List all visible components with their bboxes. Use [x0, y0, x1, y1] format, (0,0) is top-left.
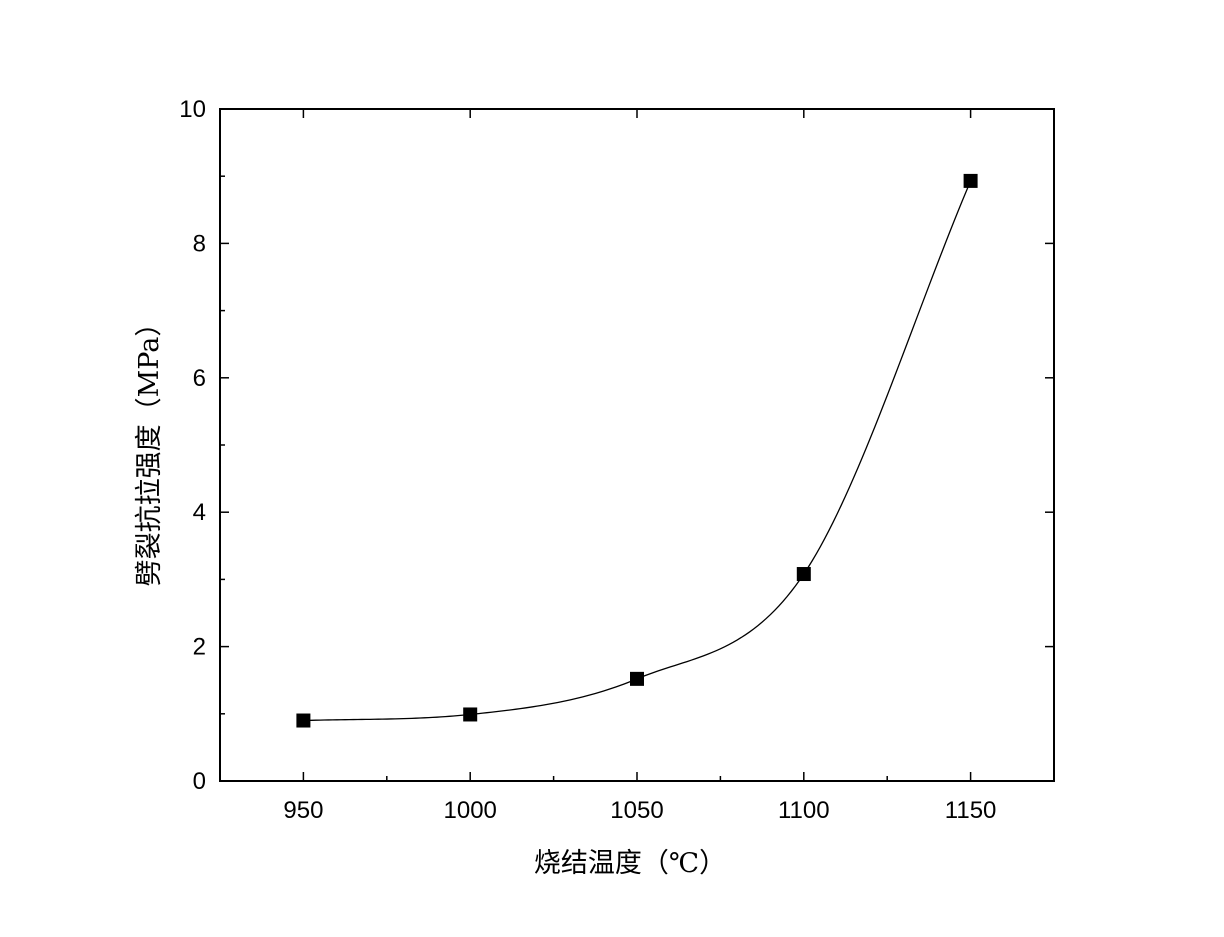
x-tick-label: 1100 [778, 797, 830, 824]
x-tick-label: 950 [283, 797, 323, 824]
data-point [630, 671, 644, 686]
data-point [296, 713, 311, 728]
x-tick-label: 1150 [945, 797, 997, 824]
x-axis-label: 烧结温度（℃） [534, 848, 726, 879]
series-markers [296, 173, 978, 728]
x-tick-label: 1000 [444, 797, 497, 824]
x-tick-label: 1050 [610, 797, 663, 824]
data-point [463, 707, 478, 722]
data-point [963, 173, 978, 188]
y-tick-label: 4 [193, 499, 206, 526]
axis-ticks [219, 108, 1055, 782]
y-tick-label: 10 [179, 96, 206, 123]
y-tick-label: 2 [193, 634, 206, 661]
y-axis-label: 劈裂抗拉强度（MPa） [134, 310, 165, 587]
y-tick-label: 0 [193, 768, 206, 795]
axis-tick-labels: 950 1000 1050 1100 1150 0 2 4 6 8 10 [179, 96, 996, 824]
data-point [796, 567, 811, 582]
y-tick-label: 8 [193, 230, 206, 257]
y-tick-label: 6 [193, 365, 206, 392]
series-curve [303, 180, 972, 722]
